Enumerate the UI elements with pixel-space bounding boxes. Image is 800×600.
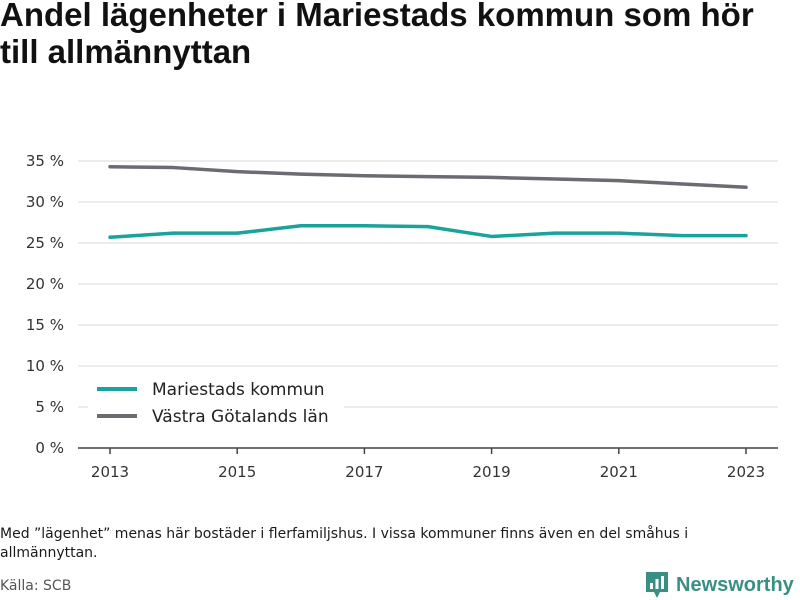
x-tick-label: 2023	[727, 463, 765, 481]
x-tick-label: 2017	[345, 463, 383, 481]
y-tick-label: 0 %	[35, 439, 64, 457]
y-tick-label: 30 %	[26, 193, 64, 211]
series-lines	[108, 164, 748, 240]
data-point	[235, 170, 239, 174]
data-point	[108, 165, 112, 169]
source-label: Källa: SCB	[0, 578, 72, 594]
data-point	[553, 231, 557, 235]
footnote: Med ”lägenhet” menas här bostäder i fler…	[0, 526, 689, 561]
data-point	[680, 234, 684, 238]
x-axis: 2013 2015 2017 2019 2021 2023	[78, 447, 778, 481]
chart-title: Andel lägenheter i Mariestads kommun som…	[0, 0, 754, 70]
x-tick-label: 2019	[473, 463, 511, 481]
data-point	[617, 231, 621, 235]
line-chart: 0 %5 %10 %15 %20 %25 %30 %35 % 2013 2015 2…	[26, 152, 778, 481]
data-point	[744, 234, 748, 238]
data-point	[172, 166, 176, 170]
data-point	[744, 185, 748, 189]
gridlines	[78, 160, 778, 408]
y-tick-label: 35 %	[26, 152, 64, 170]
data-point	[553, 177, 557, 181]
y-axis: 0 % 5 % 10 % 15 % 20 % 25 % 30 % 35 %	[26, 152, 64, 457]
legend-background	[88, 375, 344, 435]
y-tick-label: 10 %	[26, 357, 64, 375]
x-tick-label: 2015	[218, 463, 256, 481]
data-point	[426, 225, 430, 229]
data-point	[299, 172, 303, 176]
y-tick-label: 20 %	[26, 275, 64, 293]
newsworthy-icon	[646, 572, 668, 598]
data-point	[490, 234, 494, 238]
y-tick-label: 5 %	[35, 398, 64, 416]
y-tick-label: 15 %	[26, 316, 64, 334]
newsworthy-logo[interactable]: Newsworthy	[644, 570, 794, 600]
data-point	[362, 224, 366, 228]
data-point	[680, 182, 684, 186]
data-point	[108, 235, 112, 239]
data-point	[362, 174, 366, 178]
legend: Mariestads kommun Västra Götalands län	[88, 375, 344, 435]
brand-name: Newsworthy	[676, 573, 794, 596]
data-point	[490, 175, 494, 179]
data-point	[617, 179, 621, 183]
legend-label: Mariestads kommun	[152, 380, 325, 400]
legend-label: Västra Götalands län	[152, 407, 329, 427]
data-point	[235, 231, 239, 235]
x-tick-label: 2013	[91, 463, 129, 481]
data-point	[172, 231, 176, 235]
data-point	[426, 175, 430, 179]
x-tick-label: 2021	[600, 463, 638, 481]
data-point	[299, 224, 303, 228]
y-tick-label: 25 %	[26, 234, 64, 252]
